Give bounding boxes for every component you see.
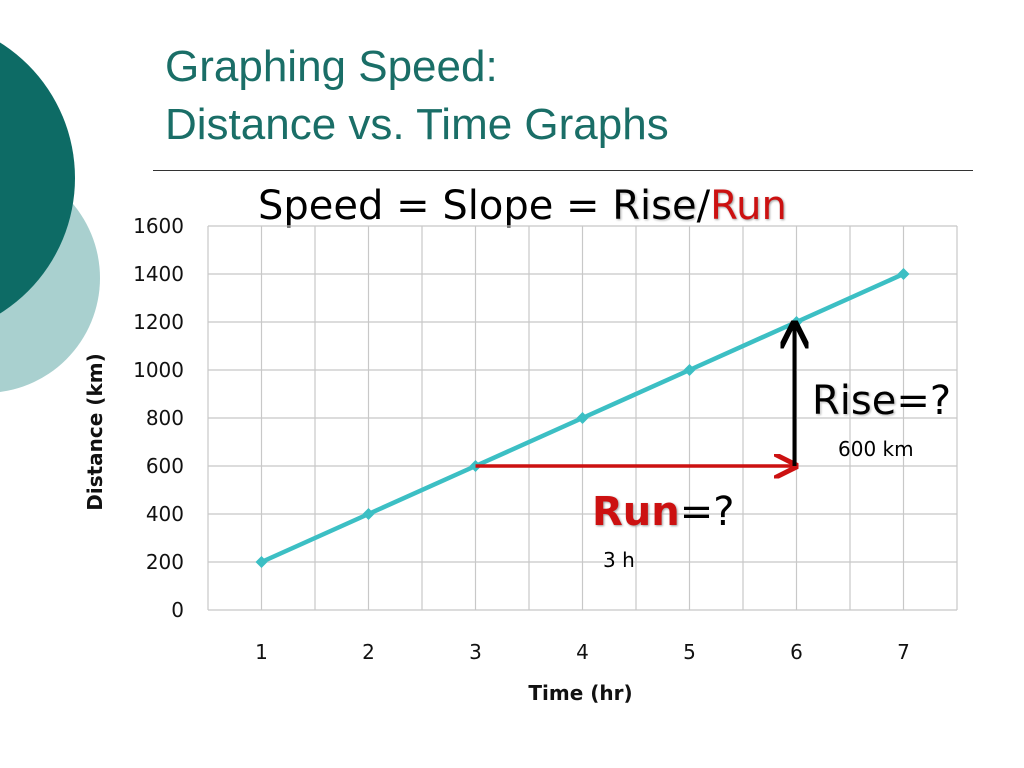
- data-point: [576, 412, 589, 424]
- x-axis-title: Time (hr): [528, 681, 632, 705]
- x-tick-label: 5: [683, 640, 696, 664]
- title-divider: [153, 170, 973, 171]
- y-tick-label: 200: [146, 550, 184, 574]
- formula-separator: /: [696, 183, 711, 229]
- formula-rise: Rise: [612, 183, 697, 229]
- y-tick-label: 0: [171, 598, 184, 622]
- y-tick-label: 1000: [133, 358, 184, 382]
- y-tick-label: 400: [146, 502, 184, 526]
- title-line-1: Graphing Speed:: [165, 42, 498, 91]
- x-tick-label: 2: [362, 640, 375, 664]
- y-tick-label: 1600: [133, 214, 184, 238]
- y-tick-label: 600: [146, 454, 184, 478]
- run-question-word: Run: [592, 489, 680, 535]
- formula-prefix: Speed = Slope =: [258, 183, 613, 229]
- decorative-circles: [0, 42, 100, 392]
- speed-formula: Speed = Slope = Rise/Run: [258, 180, 787, 232]
- page-title: Graphing Speed: Distance vs. Time Graphs: [165, 38, 669, 154]
- rise-question-suffix: =?: [896, 378, 952, 424]
- formula-run: Run: [710, 183, 787, 229]
- x-tick-labels: 1 2 3 4 5 6 7: [255, 640, 910, 664]
- annotation-arrows: [475, 326, 795, 466]
- y-tick-labels: 0 200 400 600 800 1000 1200 1400 1600: [133, 214, 184, 622]
- data-point: [897, 268, 910, 280]
- y-tick-label: 1400: [133, 262, 184, 286]
- y-tick-label: 1200: [133, 310, 184, 334]
- x-tick-label: 4: [576, 640, 589, 664]
- y-axis-title: Distance (km): [83, 353, 107, 510]
- run-question-suffix: =?: [679, 489, 735, 535]
- title-line-2: Distance vs. Time Graphs: [165, 100, 669, 149]
- rise-question: Rise=?: [812, 375, 951, 427]
- dark-teal-circle: [0, 42, 75, 314]
- run-question: Run=?: [592, 486, 735, 538]
- data-point: [362, 508, 375, 520]
- rise-question-word: Rise: [812, 378, 897, 424]
- data-point: [683, 364, 696, 376]
- x-tick-label: 7: [897, 640, 910, 664]
- x-tick-label: 1: [255, 640, 268, 664]
- rise-value: 600 km: [838, 437, 914, 461]
- x-tick-label: 3: [469, 640, 482, 664]
- x-tick-label: 6: [790, 640, 803, 664]
- y-tick-label: 800: [146, 406, 184, 430]
- run-value: 3 h: [603, 548, 635, 572]
- data-point: [255, 556, 268, 568]
